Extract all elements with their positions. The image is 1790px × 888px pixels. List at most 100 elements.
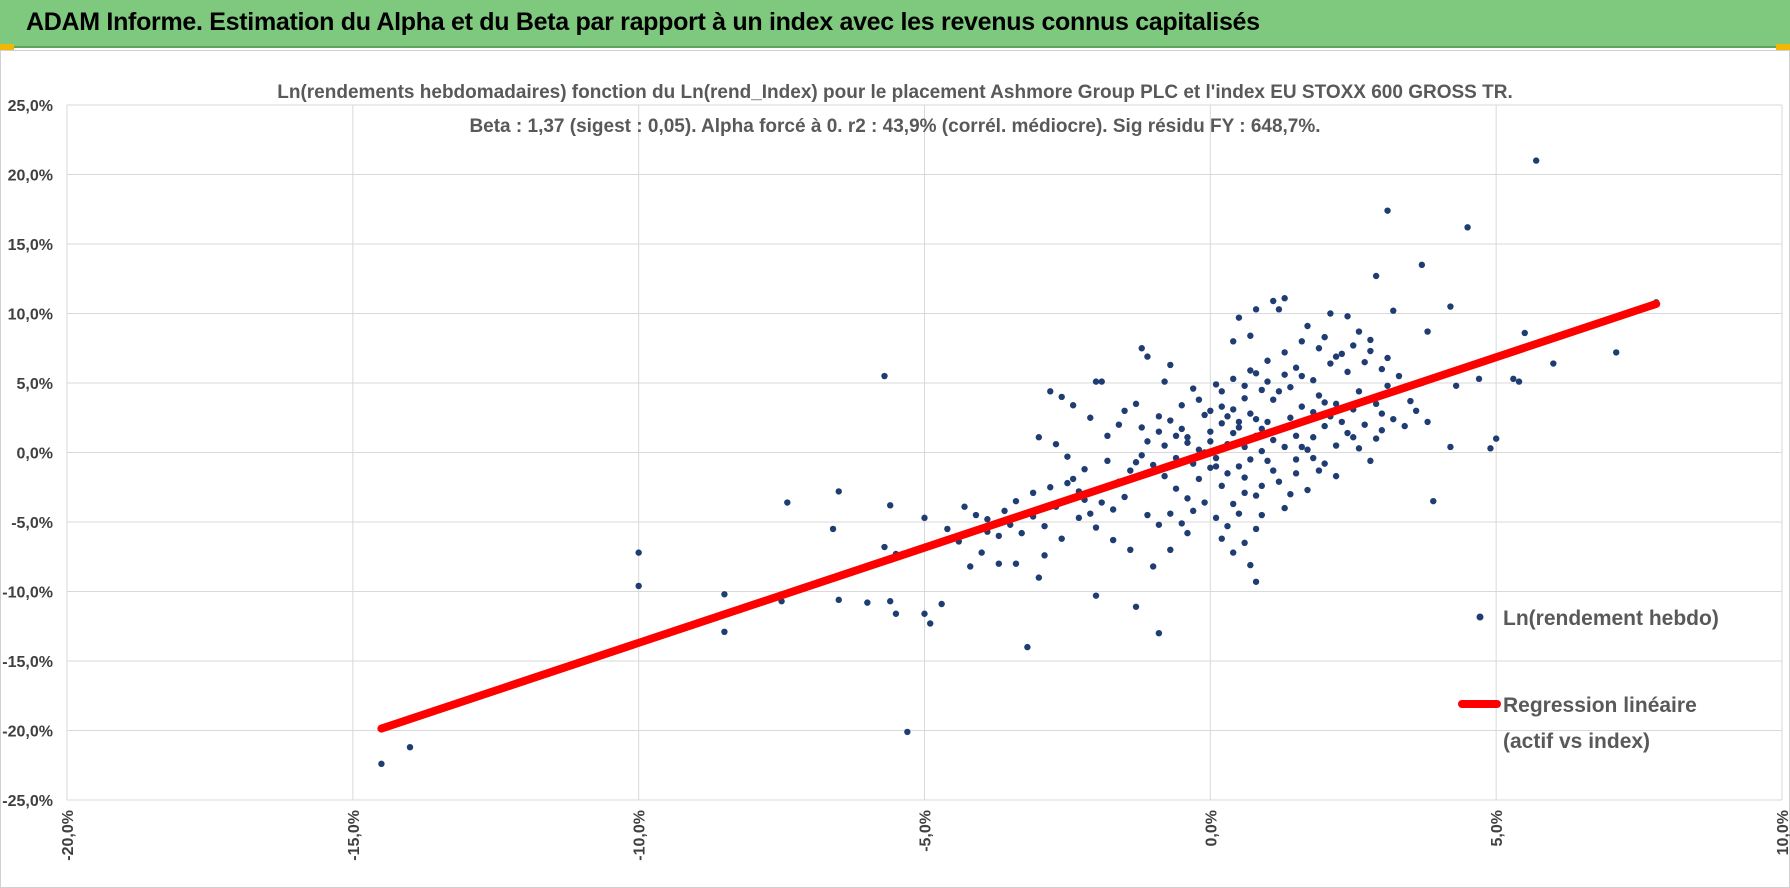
data-point — [1127, 467, 1134, 474]
data-point — [1041, 552, 1048, 559]
data-point — [1207, 438, 1214, 445]
data-point — [1372, 272, 1380, 280]
data-point — [1315, 345, 1323, 352]
data-point — [1230, 406, 1237, 413]
data-point — [1264, 357, 1271, 364]
y-tick-label: 10,0% — [8, 307, 53, 324]
y-tick-label: -5,0% — [11, 515, 53, 532]
data-point — [1292, 470, 1300, 477]
data-point — [1270, 436, 1277, 444]
data-point — [1138, 452, 1145, 459]
data-point — [1167, 361, 1174, 369]
data-point — [1235, 418, 1243, 426]
data-point — [1275, 306, 1283, 313]
data-point — [1230, 429, 1237, 437]
data-point — [1201, 411, 1208, 419]
data-point — [1367, 336, 1374, 344]
data-point — [1310, 434, 1317, 441]
x-tick-label: -5,0% — [918, 810, 935, 852]
data-point — [961, 503, 968, 510]
legend: Ln(rendement hebdo) Regression linéaire … — [1458, 607, 1719, 753]
data-point — [1401, 422, 1408, 430]
data-point — [1047, 388, 1054, 395]
data-point — [1258, 447, 1265, 455]
data-point — [1167, 510, 1174, 517]
data-point — [1372, 400, 1380, 408]
data-point — [1235, 424, 1243, 431]
data-point — [1230, 549, 1237, 556]
data-point — [1315, 467, 1323, 474]
data-point — [864, 599, 871, 606]
data-point — [1195, 446, 1203, 453]
data-point — [1258, 386, 1265, 394]
data-point — [721, 628, 728, 636]
data-point — [1144, 511, 1151, 519]
data-point — [1155, 521, 1163, 528]
y-tick-label: 20,0% — [8, 168, 53, 185]
data-point — [1195, 475, 1203, 483]
data-point — [921, 610, 928, 617]
data-point — [1207, 407, 1214, 414]
data-point — [1412, 407, 1420, 414]
data-point — [1447, 303, 1454, 310]
data-point — [1298, 372, 1306, 380]
data-point — [1332, 353, 1340, 360]
data-point — [1047, 484, 1054, 491]
data-point — [984, 516, 991, 523]
y-tick-label: 5,0% — [17, 376, 53, 393]
data-point — [1355, 445, 1363, 452]
data-point — [1384, 382, 1391, 389]
data-point — [1384, 354, 1391, 362]
data-point — [1018, 529, 1025, 537]
data-point — [1310, 454, 1317, 462]
data-point — [995, 560, 1003, 567]
data-point — [1264, 418, 1271, 426]
data-point — [1218, 388, 1225, 395]
data-point — [1338, 418, 1346, 426]
data-point — [1332, 400, 1340, 408]
y-tick-label: 25,0% — [8, 98, 53, 115]
data-point — [1390, 415, 1397, 423]
scatter-points — [378, 157, 1660, 768]
data-point — [1087, 414, 1094, 421]
data-point — [1378, 365, 1386, 373]
data-point — [1292, 432, 1300, 440]
data-point — [1327, 360, 1334, 367]
data-point — [1064, 453, 1071, 460]
data-point — [1127, 546, 1134, 553]
data-point — [938, 600, 945, 608]
data-point — [1241, 474, 1248, 481]
x-tick-label: -20,0% — [60, 810, 77, 861]
data-point — [1069, 475, 1077, 483]
data-point — [635, 582, 642, 590]
data-point — [1487, 445, 1494, 452]
data-point — [1212, 463, 1220, 470]
data-point — [1367, 457, 1374, 465]
data-point — [1064, 479, 1071, 487]
data-point — [1475, 375, 1483, 383]
data-point — [1092, 524, 1100, 531]
data-point — [1144, 353, 1151, 360]
data-point — [1144, 438, 1151, 445]
data-point — [1281, 295, 1288, 302]
chart-subtitle: Beta : 1,37 (sigest : 0,05). Alpha forcé… — [469, 116, 1320, 137]
y-tick-label: -20,0% — [2, 724, 53, 741]
legend-marker-points — [1476, 613, 1484, 621]
data-point — [1218, 482, 1225, 490]
data-point — [835, 488, 842, 495]
data-point — [635, 549, 642, 556]
data-point — [1613, 349, 1620, 356]
data-point — [887, 502, 894, 509]
data-point — [1327, 310, 1334, 317]
data-point — [1167, 417, 1174, 424]
data-point — [1321, 333, 1328, 341]
data-point — [1207, 464, 1214, 471]
data-point — [1184, 434, 1191, 441]
data-point — [1344, 368, 1351, 376]
data-point — [1115, 421, 1123, 428]
data-point — [1350, 434, 1357, 441]
data-point — [1098, 378, 1105, 385]
data-point — [1224, 470, 1231, 477]
data-point — [1241, 382, 1248, 389]
